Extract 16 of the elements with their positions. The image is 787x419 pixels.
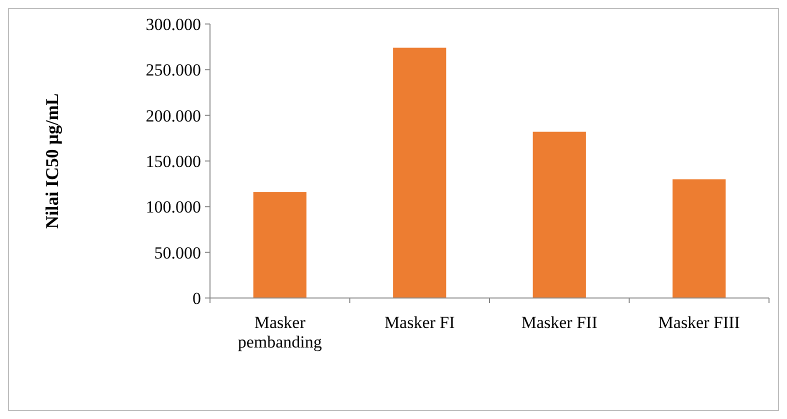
bar xyxy=(532,132,586,298)
y-tick-label: 200.000 xyxy=(146,106,201,126)
y-tick-label: 300.000 xyxy=(146,14,201,34)
bar xyxy=(253,192,306,298)
bar xyxy=(393,48,446,298)
bar xyxy=(672,179,726,298)
x-tick-label: Masker FI xyxy=(384,313,456,332)
x-tick-label: Masker FII xyxy=(521,313,598,332)
x-tick-label: Masker FIII xyxy=(658,313,740,332)
y-tick-label: 100.000 xyxy=(146,198,201,217)
y-axis-title: Nilai IC50 µg/mL xyxy=(42,93,62,229)
y-tick-label: 50.000 xyxy=(154,243,201,262)
x-tick-label: Masker pembanding xyxy=(238,313,322,352)
y-tick-label: 250.000 xyxy=(146,60,201,80)
y-tick-label: 150.000 xyxy=(146,152,201,171)
y-tick-label: 0 xyxy=(192,288,201,308)
